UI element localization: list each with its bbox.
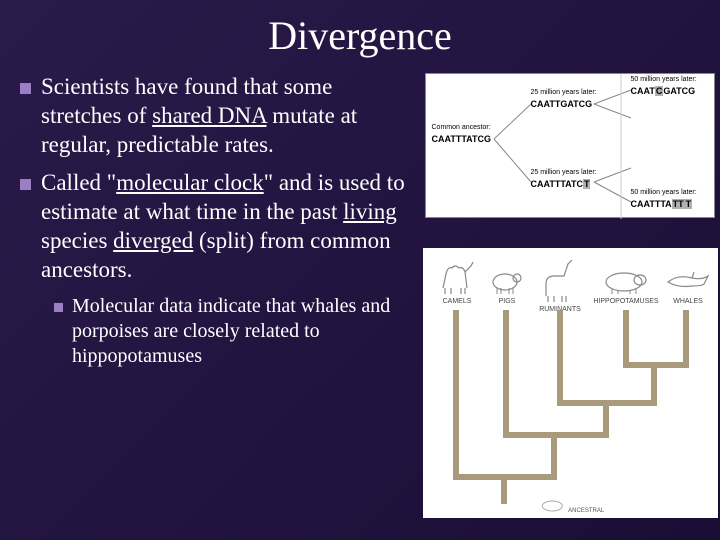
phylogenetic-tree-diagram: CAMELS PIGS RUMINANTS HIPPOPOTAMUSES WHA… [423, 248, 718, 518]
bullet-3: Molecular data indicate that whales and … [54, 294, 415, 369]
bullet-2-text: Called "molecular clock" and is used to … [41, 169, 415, 284]
animal-camels: CAMELS [433, 256, 481, 305]
tree-branch [501, 474, 507, 504]
bullet-2: Called "molecular clock" and is used to … [20, 169, 415, 284]
animal-hippos: HIPPOPOTAMUSES [591, 256, 661, 305]
dna-divergence-diagram: Common ancestor: CAATTTATCG 25 million y… [425, 73, 715, 218]
bullet-1: Scientists have found that some stretche… [20, 73, 415, 159]
tree-branch [683, 310, 689, 368]
animal-whales: WHALES [663, 256, 713, 305]
bullet-1-text: Scientists have found that some stretche… [41, 73, 415, 159]
bullet-3-text: Molecular data indicate that whales and … [72, 294, 415, 369]
image-column: Common ancestor: CAATTTATCG 25 million y… [415, 73, 720, 518]
tree-branch [557, 310, 563, 406]
tree-branch [551, 432, 557, 480]
animal-pigs: PIGS [485, 256, 529, 305]
tree-branch [503, 310, 509, 438]
tree-branch [623, 310, 629, 368]
text-column: Scientists have found that some stretche… [20, 73, 415, 518]
divergence-lines [426, 74, 716, 219]
tree-branch [453, 310, 459, 480]
content-area: Scientists have found that some stretche… [0, 73, 720, 518]
slide-title: Divergence [0, 0, 720, 73]
bullet-icon [20, 179, 31, 190]
ancestral-label: ANCESTRAL [537, 498, 604, 514]
animal-ruminants: RUMINANTS [531, 256, 589, 313]
bullet-icon [54, 303, 63, 312]
bullet-icon [20, 83, 31, 94]
